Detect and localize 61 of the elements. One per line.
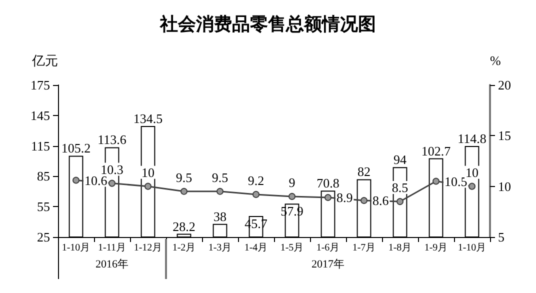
text: 2017年	[312, 258, 344, 270]
data-label: 102.7	[421, 143, 452, 158]
x-tick-label: 1-12月	[134, 242, 162, 254]
x-tick-label: 1-7月	[352, 242, 376, 254]
data-label: 134.5	[133, 111, 163, 126]
x-tick-label: 1-5月	[280, 242, 304, 254]
data-label: 70.8	[316, 176, 340, 191]
point	[144, 182, 152, 190]
data-label: 8.6	[372, 193, 390, 208]
point	[252, 190, 260, 198]
y2-axis-title: %	[490, 53, 501, 68]
y2-tick-label: 5	[498, 230, 504, 244]
y-tick-label: 175	[30, 78, 50, 92]
y2-tick-label: 10	[498, 178, 511, 194]
point	[216, 188, 224, 195]
y-tick-label: 85	[37, 168, 50, 184]
data-label: 10.5	[444, 174, 468, 189]
point	[180, 188, 188, 195]
data-label: 10	[466, 164, 478, 180]
point	[324, 194, 332, 201]
chart-title: 社会消费品零售总额情况图	[159, 14, 376, 34]
point	[360, 197, 368, 204]
data-label: 10.3	[100, 162, 124, 177]
point	[432, 178, 440, 185]
y-axis-title: 亿元	[31, 53, 58, 68]
data-label: 10.6	[84, 172, 108, 188]
x-tick-label: 1-9月	[424, 242, 448, 254]
y-tick-label: 115	[30, 138, 50, 154]
text: 2016年	[96, 258, 128, 270]
x-tick-label: 1-10月	[62, 242, 90, 254]
point	[468, 182, 476, 190]
data-label: 9.5	[176, 170, 192, 185]
point	[72, 176, 80, 184]
x-tick-label: 1-10月	[458, 242, 486, 254]
data-label: 9.5	[212, 170, 228, 185]
data-label: 113.6	[98, 132, 127, 148]
x-tick-label: 1-6月	[316, 242, 340, 254]
point	[288, 192, 296, 200]
data-label: 9	[288, 174, 296, 190]
data-label: 8.9	[336, 190, 353, 205]
y2-tick-label: 20	[498, 78, 511, 92]
data-label: 9.2	[248, 172, 264, 188]
data-label: 114.8	[458, 131, 486, 146]
data-label: 28.2	[172, 218, 196, 234]
x-tick-label: 1-4月	[244, 242, 268, 254]
data-label: 10	[142, 164, 154, 180]
point	[396, 198, 404, 206]
data-label: 8.5	[392, 180, 408, 196]
x-tick-label: 1-11月	[98, 242, 126, 254]
y2-tick-label: 15	[498, 128, 511, 144]
x-tick-label: 1-8月	[388, 242, 412, 254]
data-label: 38	[214, 208, 226, 224]
x-tick-label: 1-2月	[172, 242, 196, 254]
x-tick-label: 1-3月	[208, 242, 232, 254]
data-label: 94	[394, 152, 407, 168]
data-label: 82	[358, 164, 370, 180]
y-tick-label: 25	[37, 230, 50, 244]
data-label: 105.2	[61, 140, 91, 156]
point	[108, 180, 116, 187]
y-tick-label: 55	[37, 199, 50, 214]
y-tick-label: 145	[30, 108, 50, 123]
